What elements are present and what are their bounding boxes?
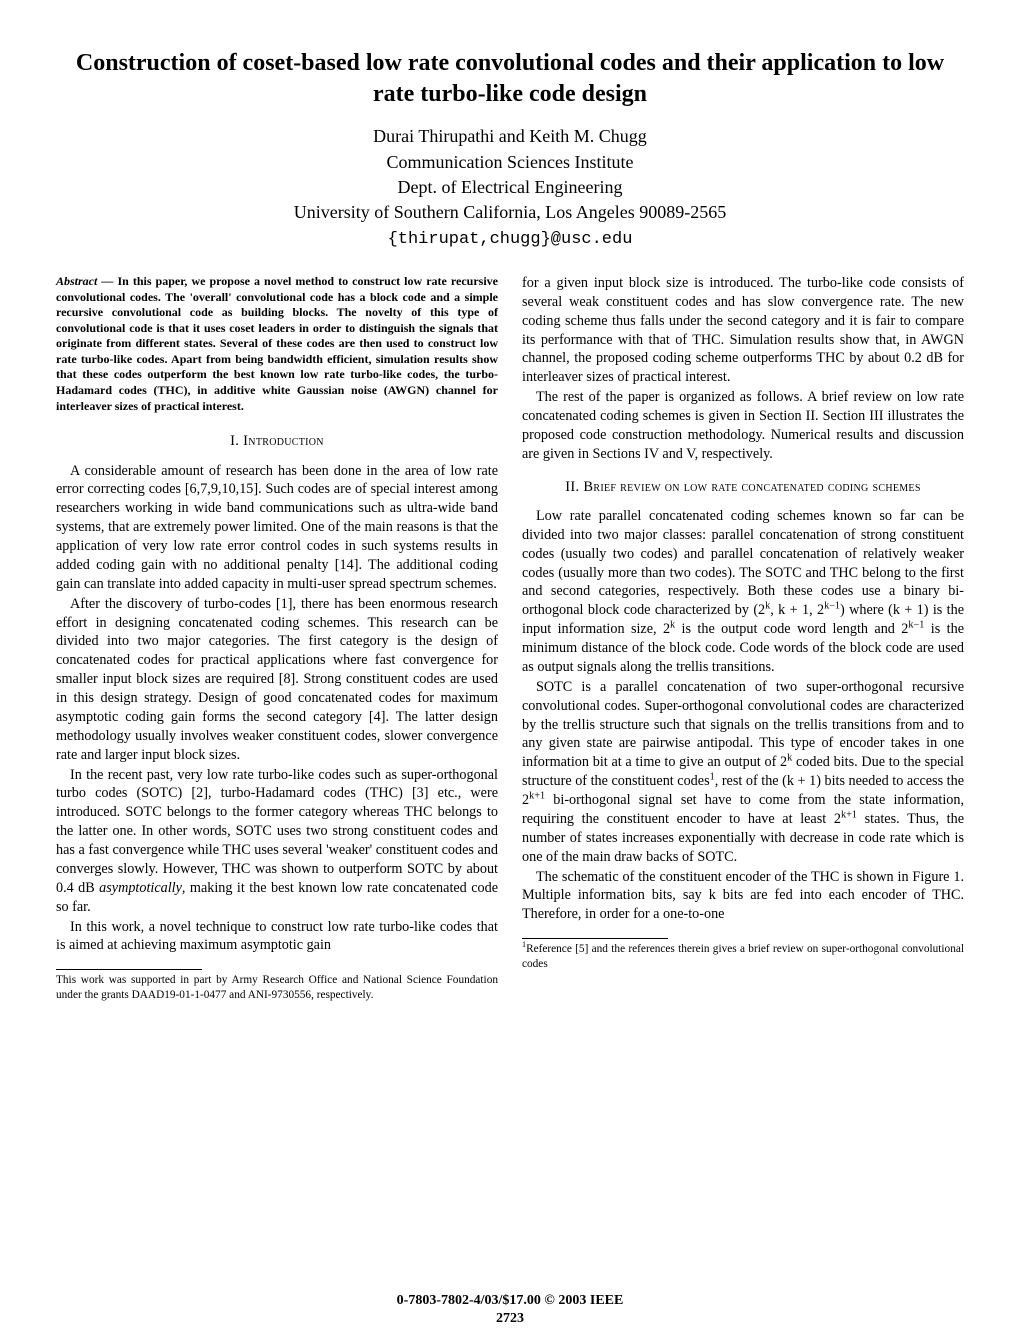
section-1-title: Introduction (243, 433, 324, 449)
author-institute: Communication Sciences Institute (56, 150, 964, 175)
s1-p4: In this work, a novel technique to const… (56, 918, 498, 956)
s2-p1: Low rate parallel concatenated coding sc… (522, 507, 964, 677)
section-1-heading: I. Introduction (56, 432, 498, 451)
s2-p1-sup2: k−1 (824, 601, 840, 612)
s1-p3-italic: asymptotically (99, 880, 182, 896)
footnote-left: This work was supported in part by Army … (56, 973, 498, 1002)
paper-title: Construction of coset-based low rate con… (56, 48, 964, 110)
section-2-heading: II. Brief review on low rate concatenate… (522, 478, 964, 497)
author-email: {thirupat,chugg}@usc.edu (56, 225, 964, 252)
s2-p2: SOTC is a parallel concatenation of two … (522, 678, 964, 867)
s2-p1-sup4: k−1 (908, 619, 924, 630)
s1-p3: In the recent past, very low rate turbo-… (56, 766, 498, 917)
abstract-label: Abstract — (56, 274, 113, 288)
footer-copyright: 0-7803-7802-4/03/$17.00 © 2003 IEEE (0, 1293, 1020, 1309)
s2-p3: The schematic of the constituent encoder… (522, 868, 964, 925)
column-right: for a given input block size is introduc… (522, 274, 964, 1002)
s2-p1-b: , k + 1, 2 (770, 602, 824, 618)
s2-p2-sup4: k+1 (841, 809, 857, 820)
s1-p1: A considerable amount of research has be… (56, 462, 498, 594)
column-left: Abstract — In this paper, we propose a n… (56, 274, 498, 1002)
abstract: Abstract — In this paper, we propose a n… (56, 274, 498, 414)
email-prefix: {thirupat,chugg} (388, 230, 551, 249)
section-1-num: I. (230, 433, 239, 449)
footer: 0-7803-7802-4/03/$17.00 © 2003 IEEE 2723 (0, 1293, 1020, 1327)
footer-page-number: 2723 (0, 1311, 1020, 1327)
body-columns: Abstract — In this paper, we propose a n… (56, 274, 964, 1002)
abstract-text: In this paper, we propose a novel method… (56, 274, 498, 413)
footnote-right: 1Reference [5] and the references therei… (522, 942, 964, 971)
s1-p4b: for a given input block size is introduc… (522, 274, 964, 387)
s1-p5: The rest of the paper is organized as fo… (522, 388, 964, 464)
footnote-rule-right (522, 938, 668, 939)
section-2-title: Brief review on low rate concatenated co… (583, 479, 920, 495)
s2-p2-sup3: k+1 (529, 790, 545, 801)
s1-p3-a: In the recent past, very low rate turbo-… (56, 767, 498, 896)
footnote-right-text: Reference [5] and the references therein… (522, 943, 964, 969)
author-block: Durai Thirupathi and Keith M. Chugg Comm… (56, 124, 964, 252)
author-university: University of Southern California, Los A… (56, 200, 964, 225)
s1-p2: After the discovery of turbo-codes [1], … (56, 595, 498, 765)
author-dept: Dept. of Electrical Engineering (56, 175, 964, 200)
section-2-num: II. (565, 479, 579, 495)
s2-p1-d: is the output code word length and 2 (675, 621, 908, 637)
email-suffix: @usc.edu (551, 230, 633, 249)
footnote-rule-left (56, 969, 202, 970)
author-names: Durai Thirupathi and Keith M. Chugg (56, 124, 964, 149)
